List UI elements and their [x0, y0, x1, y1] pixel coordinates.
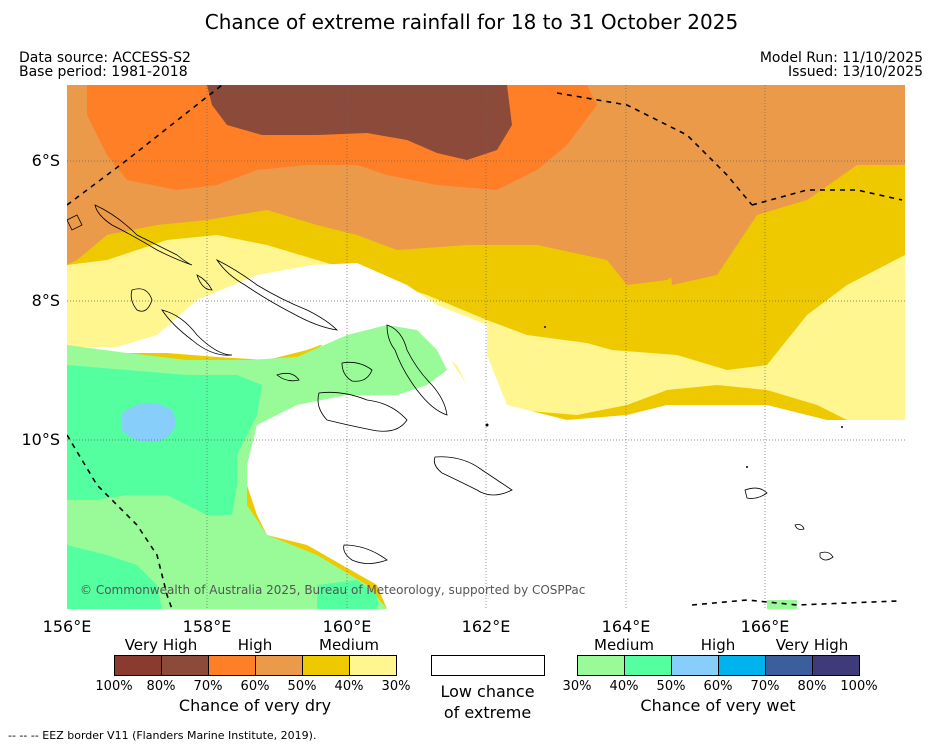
dry-tick: 40%	[334, 679, 364, 694]
issued-date: Issued: 13/10/2025	[788, 64, 923, 80]
wet-cat-high: High	[700, 636, 736, 654]
dry-tick: 100%	[95, 679, 133, 694]
wet-swatch-3	[718, 655, 766, 676]
dry-tick: 80%	[146, 679, 176, 694]
dry-swatch-0	[114, 655, 162, 676]
wet-tick: 100%	[840, 679, 878, 694]
lon-label-156e: 156°E	[42, 617, 92, 636]
lon-label-160e: 160°E	[322, 617, 372, 636]
lat-label-10s: 10°S	[21, 430, 60, 449]
wet-swatch-5	[812, 655, 860, 676]
dry-swatch-1	[161, 655, 209, 676]
wet-swatch-0	[577, 655, 625, 676]
region-very-dry-high	[207, 85, 512, 160]
dry-cat-medium: Medium	[319, 636, 379, 654]
wet-tick: 40%	[609, 679, 639, 694]
wet-cat-very-high: Very High	[775, 636, 849, 654]
wet-tick: 70%	[750, 679, 780, 694]
dry-cat-very-high: Very High	[124, 636, 198, 654]
lon-label-164e: 164°E	[601, 617, 651, 636]
coastlines	[67, 204, 834, 564]
wet-tick: 50%	[656, 679, 686, 694]
region-wet-high	[122, 403, 176, 443]
graticule	[67, 85, 905, 609]
dry-tick: 50%	[287, 679, 317, 694]
dry-tick: 30%	[381, 679, 411, 694]
eez-note: -- -- -- EEZ border V11 (Flanders Marine…	[8, 729, 317, 742]
lat-label-8s: 8°S	[31, 291, 60, 310]
low-legend-line1: Low chance	[440, 682, 535, 701]
wet-swatch-2	[671, 655, 719, 676]
wet-swatch-1	[624, 655, 672, 676]
wet-tick: 30%	[562, 679, 592, 694]
dry-swatch-4	[302, 655, 350, 676]
dry-tick: 60%	[240, 679, 270, 694]
wet-tick: 60%	[703, 679, 733, 694]
lon-label-162e: 162°E	[461, 617, 511, 636]
data-source: Data source: ACCESS-S2	[19, 50, 191, 66]
base-period: Base period: 1981-2018	[19, 64, 188, 80]
dry-swatch-5	[349, 655, 397, 676]
dry-cat-high: High	[237, 636, 273, 654]
wet-tick: 80%	[797, 679, 827, 694]
low-legend-line2: of extreme	[443, 703, 532, 722]
wet-legend-title: Chance of very wet	[640, 696, 796, 715]
region-wet-medium-dark	[67, 365, 262, 515]
dry-swatch-2	[208, 655, 256, 676]
dry-legend-title: Chance of very dry	[178, 696, 332, 715]
lat-label-6s: 6°S	[31, 151, 60, 170]
model-run: Model Run: 11/10/2025	[759, 50, 923, 66]
low-chance-swatch	[431, 655, 545, 676]
dry-tick: 70%	[193, 679, 223, 694]
wet-cat-medium: Medium	[594, 636, 654, 654]
wet-swatch-4	[765, 655, 813, 676]
map-title: Chance of extreme rainfall for 18 to 31 …	[204, 10, 739, 34]
lon-label-158e: 158°E	[182, 617, 232, 636]
lon-label-166e: 166°E	[740, 617, 790, 636]
eez-borders	[67, 85, 903, 609]
dry-swatch-3	[255, 655, 303, 676]
rainfall-map	[67, 85, 905, 609]
copyright-notice: © Commonwealth of Australia 2025, Bureau…	[80, 583, 586, 597]
